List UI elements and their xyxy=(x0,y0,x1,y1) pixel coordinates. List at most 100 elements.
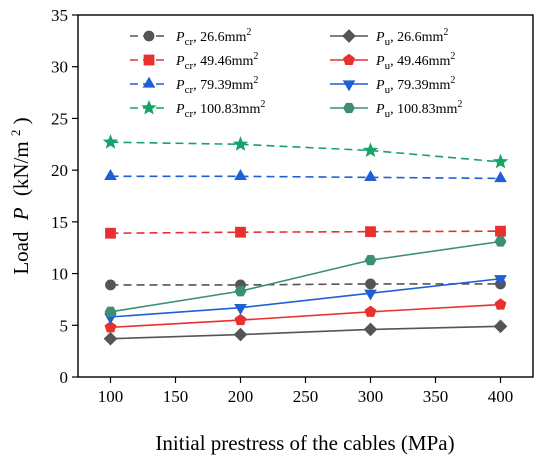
legend-label-sub: cr xyxy=(185,60,194,72)
legend-marker xyxy=(343,53,355,66)
legend-marker xyxy=(143,54,155,66)
legend-label-main: P xyxy=(175,78,185,93)
legend-label-sub: cr xyxy=(185,36,194,48)
legend-item: Pu, 26.6mm2 xyxy=(330,27,448,48)
data-point xyxy=(494,275,507,287)
legend-marker xyxy=(143,30,155,42)
legend-label-sup: 2 xyxy=(450,75,455,86)
legend-label-main: P xyxy=(175,54,185,69)
legend-label-sup: 2 xyxy=(443,27,448,38)
legend-label-sub: cr xyxy=(185,84,194,96)
y-tick-label: 10 xyxy=(51,265,68,284)
data-point xyxy=(234,169,247,181)
legend-label-value: , 26.6mm xyxy=(193,30,246,45)
y-axis-label-unit-sup: 2 xyxy=(8,130,23,137)
x-tick-label: 250 xyxy=(293,387,319,406)
data-point xyxy=(234,304,247,315)
data-point xyxy=(234,285,247,297)
x-tick-label: 200 xyxy=(228,387,254,406)
data-point xyxy=(364,289,377,301)
legend-label-sup: 2 xyxy=(260,99,265,110)
legend-label-main: P xyxy=(375,102,385,117)
series-line xyxy=(110,325,501,340)
data-point xyxy=(102,134,119,149)
y-axis-label-unit: (kN/m xyxy=(9,141,33,196)
legend-item: Pcr, 79.39mm2 xyxy=(130,75,258,96)
legend-marker xyxy=(342,29,356,43)
plot-frame xyxy=(77,14,534,378)
legend-item: Pcr, 100.83mm2 xyxy=(130,99,265,120)
data-point xyxy=(105,227,116,239)
series-line xyxy=(110,240,501,313)
y-axis-label-unit-end: ) xyxy=(9,117,33,124)
legend-label-sub: u xyxy=(385,84,391,96)
data-point xyxy=(105,279,116,291)
legend-item: Pu, 100.83mm2 xyxy=(330,99,462,120)
legend-label-main: P xyxy=(375,78,385,93)
y-tick-label: 15 xyxy=(51,213,68,232)
series-6 xyxy=(102,134,509,169)
legend-label: Pcr, 79.39mm2 xyxy=(175,75,258,96)
legend-label: Pcr, 26.6mm2 xyxy=(175,27,251,48)
x-axis-label: Initial prestress of the cables (MPa) xyxy=(155,431,454,455)
legend-label: Pcr, 49.46mm2 xyxy=(175,51,258,72)
legend-label-sub: u xyxy=(385,36,391,48)
legend-item: Pcr, 49.46mm2 xyxy=(130,51,258,72)
data-point xyxy=(365,278,376,290)
legend-label-sub: u xyxy=(385,60,391,72)
x-tick-label: 150 xyxy=(163,387,189,406)
series-7 xyxy=(104,236,507,318)
legend-label: Pu, 26.6mm2 xyxy=(375,27,448,48)
legend-label-main: P xyxy=(175,30,185,45)
data-point xyxy=(495,225,506,237)
y-tick-label: 5 xyxy=(60,316,69,335)
y-axis-label: Load P (kN/m 2 ) xyxy=(1,117,33,274)
legend-item: Pcr, 26.6mm2 xyxy=(130,27,251,48)
data-point xyxy=(104,306,117,318)
data-point xyxy=(493,319,508,334)
data-point xyxy=(364,254,377,266)
legend-label: Pu, 49.46mm2 xyxy=(375,51,455,72)
x-tick-label: 300 xyxy=(358,387,384,406)
y-axis-label-var: P xyxy=(9,207,33,221)
series-line xyxy=(110,175,501,180)
y-axis-label-main: Load xyxy=(9,231,33,275)
series-line xyxy=(110,283,501,286)
legend-label-main: P xyxy=(175,102,185,117)
data-point xyxy=(364,170,377,182)
data-point xyxy=(494,236,507,247)
series-line xyxy=(110,230,501,235)
y-tick-label: 0 xyxy=(60,368,69,387)
data-point xyxy=(233,327,248,342)
y-tick-label: 25 xyxy=(51,109,68,128)
data-point xyxy=(494,171,507,183)
legend-label-value: , 26.6mm xyxy=(390,30,443,45)
data-point xyxy=(234,313,247,326)
series-3 xyxy=(104,298,507,333)
legend-label-sup: 2 xyxy=(450,51,455,62)
data-point xyxy=(494,298,507,310)
series-line xyxy=(110,303,501,329)
legend-label-value: , 49.46mm xyxy=(193,54,253,69)
legend-label-value: , 49.46mm xyxy=(390,54,450,69)
legend-marker xyxy=(142,76,156,88)
data-point xyxy=(364,305,377,317)
data-point xyxy=(235,226,246,238)
legend-label-main: P xyxy=(375,54,385,69)
series-line xyxy=(110,141,501,163)
series-2 xyxy=(105,225,506,239)
data-point xyxy=(363,322,378,337)
series-1 xyxy=(103,319,508,346)
data-point xyxy=(103,331,118,346)
legend-label-sub: cr xyxy=(185,108,194,120)
legend-label: Pcr, 100.83mm2 xyxy=(175,99,265,120)
legend-label-sup: 2 xyxy=(253,51,258,62)
legend-label-sub: u xyxy=(385,108,391,120)
legend-label-sup: 2 xyxy=(246,27,251,38)
series-line xyxy=(110,277,501,318)
legend-marker xyxy=(342,80,356,92)
legend-label: Pu, 79.39mm2 xyxy=(375,75,455,96)
data-point xyxy=(492,153,509,169)
y-tick-label: 35 xyxy=(51,6,68,25)
